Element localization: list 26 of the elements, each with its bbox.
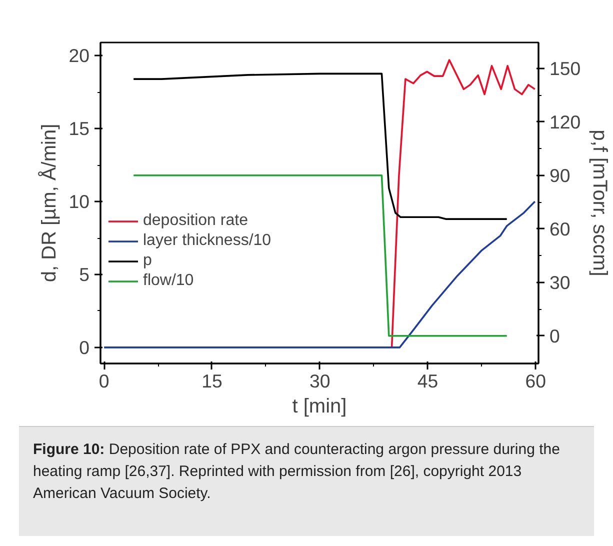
x-axis-title: t [min]	[292, 396, 347, 418]
x-tick-label: 0	[98, 370, 110, 392]
legend-label: deposition rate	[143, 212, 248, 230]
y2-tick-label: 150	[550, 58, 581, 79]
y2-tick-label: 90	[550, 164, 570, 186]
x-tick-label: 60	[525, 370, 546, 392]
y-tick-label: 5	[79, 264, 90, 285]
y-tick-label: 20	[68, 45, 90, 66]
y-tick-label: 15	[68, 118, 90, 140]
x-tick-label: 45	[417, 370, 438, 392]
x-tick-label: 15	[202, 370, 222, 392]
x-tick-label: 30	[309, 370, 330, 392]
y2-tick-label: 120	[550, 111, 581, 132]
legend-label: layer thickness/10	[143, 232, 272, 250]
y2-tick-label: 0	[550, 325, 560, 346]
y-tick-label: 0	[79, 336, 90, 358]
legend-label: flow/10	[143, 272, 194, 290]
line-series	[390, 59, 536, 348]
y-axis-title: d, DR [µm, Å/min]	[38, 124, 61, 282]
y2-tick-label: 30	[550, 272, 570, 293]
caption: Figure 10: Deposition rate of PPX and counteracting argon pressure during the heating ramp [26,37]. Reprinted with permission from [26], copyright 2013 American Vacuum Society.	[33, 440, 561, 504]
y2-axis-title: p,f [mTorr, sccm]	[588, 130, 611, 276]
y2-tick-label: 60	[550, 218, 570, 240]
y-tick-label: 10	[68, 191, 90, 212]
line-series	[103, 200, 536, 348]
legend-label: p	[143, 252, 153, 270]
